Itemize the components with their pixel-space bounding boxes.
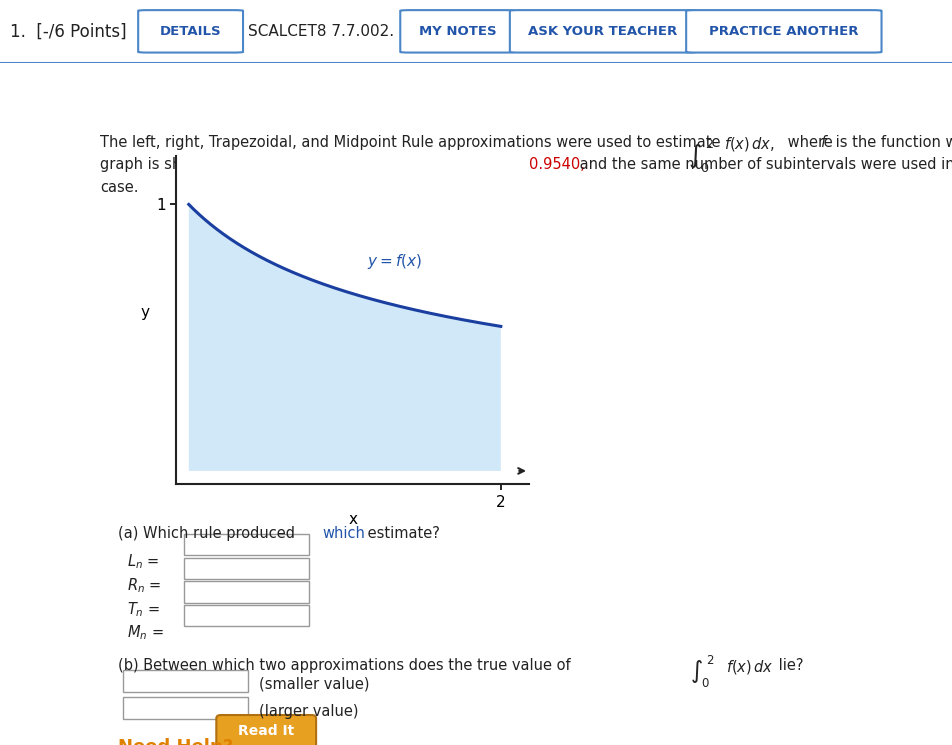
Text: DETAILS: DETAILS [160,25,221,38]
Text: 0.8678,: 0.8678, [407,157,463,172]
Text: ASK YOUR TEACHER: ASK YOUR TEACHER [527,25,677,38]
Text: 0.7816,: 0.7816, [361,157,417,172]
Text: (smaller value): (smaller value) [259,676,369,692]
Text: $\mathit{M}_{n}$ =: $\mathit{M}_{n}$ = [128,624,164,642]
FancyBboxPatch shape [123,670,248,692]
Text: $\mathit{L}_{n}$ =: $\mathit{L}_{n}$ = [128,552,160,571]
Text: 0.8631,: 0.8631, [451,157,507,172]
Text: case.: case. [100,180,139,195]
FancyBboxPatch shape [184,605,308,627]
Polygon shape [188,204,501,471]
Text: $\int_0^{\,2}$: $\int_0^{\,2}$ [689,653,714,690]
Text: Need Help?: Need Help? [118,738,233,745]
FancyBboxPatch shape [184,533,308,555]
Text: $f(x)\,dx$: $f(x)\,dx$ [725,658,773,676]
Text: MY NOTES: MY NOTES [418,25,496,38]
Text: (a) Which rule produced: (a) Which rule produced [118,525,300,541]
FancyBboxPatch shape [509,10,695,53]
Y-axis label: y: y [141,305,149,320]
Text: and the same number of subintervals were used in each: and the same number of subintervals were… [574,157,952,172]
FancyBboxPatch shape [184,557,308,579]
FancyBboxPatch shape [123,697,248,719]
Text: which: which [322,525,365,541]
Text: is the function whose: is the function whose [829,135,952,150]
FancyBboxPatch shape [216,715,316,745]
Text: SCALCET8 7.7.002.: SCALCET8 7.7.002. [248,24,393,39]
FancyBboxPatch shape [184,581,308,603]
Text: lie?: lie? [773,658,803,673]
FancyBboxPatch shape [685,10,881,53]
Text: Read It: Read It [238,724,294,738]
Text: PRACTICE ANOTHER: PRACTICE ANOTHER [708,25,858,38]
FancyBboxPatch shape [138,10,243,53]
Text: where: where [783,135,837,150]
Text: and: and [495,157,532,172]
Text: graph is shown. The estimates were: graph is shown. The estimates were [100,157,370,172]
Text: $\mathit{R}_{n}$ =: $\mathit{R}_{n}$ = [128,576,162,595]
X-axis label: x: x [347,513,357,527]
Text: $\int_0^{\,2}$: $\int_0^{\,2}$ [687,138,714,175]
Text: The left, right, Trapezoidal, and Midpoint Rule approximations were used to esti: The left, right, Trapezoidal, and Midpoi… [100,135,720,150]
Text: 1.  [-/6 Points]: 1. [-/6 Points] [10,22,126,41]
Text: (larger value): (larger value) [259,704,358,719]
Text: $y = f(x)$: $y = f(x)$ [367,252,422,271]
FancyBboxPatch shape [400,10,514,53]
Text: (b) Between which two approximations does the true value of: (b) Between which two approximations doe… [118,658,570,673]
Text: estimate?: estimate? [363,525,440,541]
Text: 0.9540,: 0.9540, [528,157,585,172]
Text: $f(x)\,dx,$: $f(x)\,dx,$ [724,135,774,153]
Text: $\mathit{T}_{n}$ =: $\mathit{T}_{n}$ = [128,600,160,618]
Text: f: f [821,135,825,150]
